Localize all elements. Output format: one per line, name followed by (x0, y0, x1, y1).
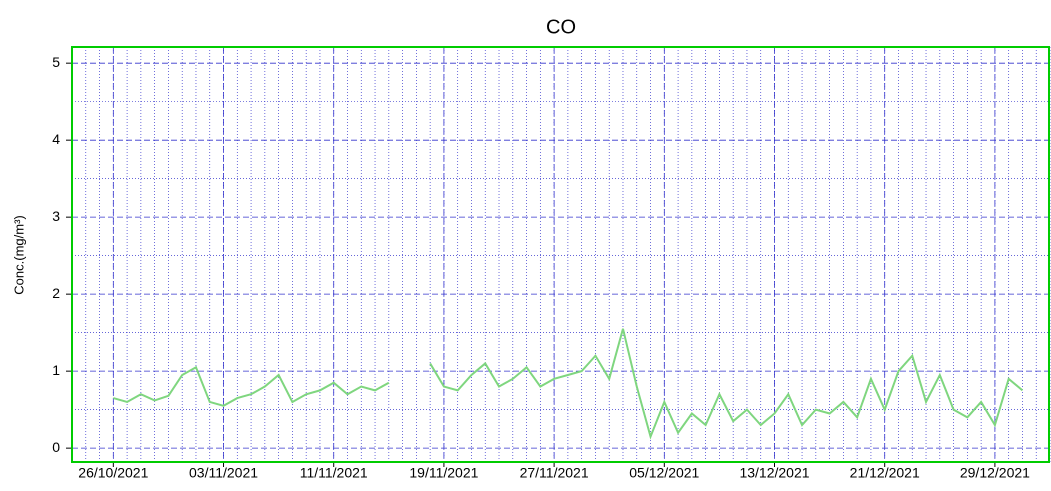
x-tick-label: 21/12/2021 (850, 465, 920, 481)
x-tick-label: 19/11/2021 (409, 465, 478, 481)
y-tick-label: 3 (52, 208, 60, 224)
data-line (113, 328, 1024, 440)
y-tick-label: 4 (52, 131, 60, 147)
chart-title: CO (546, 16, 576, 38)
y-tick-label: 0 (52, 439, 60, 455)
x-tick-label: 03/11/2021 (189, 465, 258, 481)
y-tick-label: 1 (52, 362, 60, 378)
x-tick-label: 05/12/2021 (629, 465, 699, 481)
y-tick-label: 5 (52, 54, 60, 70)
x-tick-label: 13/12/2021 (739, 465, 809, 481)
plot-border (71, 46, 1050, 463)
x-tick-label: 29/12/2021 (960, 465, 1030, 481)
x-tick-label: 26/10/2021 (78, 465, 148, 481)
x-tick-label: 11/11/2021 (300, 465, 368, 481)
x-tick-label: 27/11/2021 (520, 465, 589, 481)
y-axis-label: Conc.(mg/m³) (11, 215, 26, 294)
y-tick-label: 2 (52, 285, 60, 301)
